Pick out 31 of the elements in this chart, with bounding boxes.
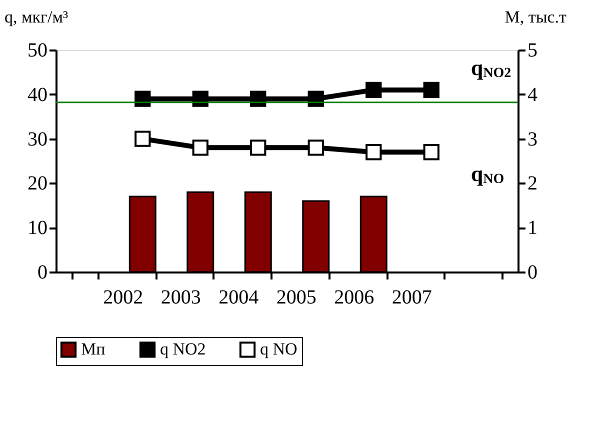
point xyxy=(308,140,324,156)
y2-tick-label: 5 xyxy=(528,40,538,62)
point xyxy=(423,82,440,98)
x-tick-label: 2003 xyxy=(160,286,201,308)
y-tick-label: 50 xyxy=(28,40,48,62)
y-axis-title: q, мкг/м³ xyxy=(4,8,68,26)
y2-tick-label: 3 xyxy=(528,128,538,150)
y-tick-label: 40 xyxy=(28,84,48,106)
y2-tick-label: 2 xyxy=(528,172,538,195)
x-tick-label: 2004 xyxy=(218,286,259,308)
legend-label: Mп xyxy=(81,340,106,359)
x-tick-label: 2007 xyxy=(392,286,432,308)
x-tick-label: 2005 xyxy=(276,286,316,308)
point xyxy=(134,130,151,147)
legend-label: q NO2 xyxy=(160,340,206,359)
y2-axis-title: M, тыс.т xyxy=(504,8,568,26)
legend-label: q NO xyxy=(260,340,298,359)
point xyxy=(250,140,266,156)
y-tick-label: 20 xyxy=(28,172,48,195)
y-tick-label: 0 xyxy=(38,262,48,284)
point xyxy=(192,140,208,156)
y2-tick-label: 4 xyxy=(528,84,538,106)
y2-tick-label: 1 xyxy=(528,217,538,240)
point xyxy=(366,144,382,160)
point xyxy=(423,144,440,160)
y-tick-label: 30 xyxy=(28,128,48,150)
y2-tick-label: 0 xyxy=(528,262,538,284)
x-tick-label: 2002 xyxy=(103,286,144,308)
x-tick-label: 2006 xyxy=(334,286,374,308)
point xyxy=(366,82,382,98)
y-tick-label: 10 xyxy=(28,217,48,240)
